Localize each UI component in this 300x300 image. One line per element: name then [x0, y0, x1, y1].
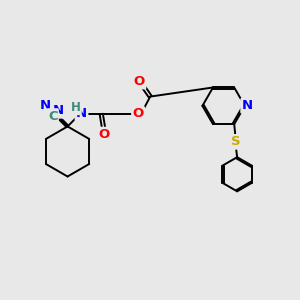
Text: N: N: [242, 99, 253, 112]
Text: H: H: [71, 101, 81, 114]
Text: N: N: [39, 99, 50, 112]
Text: O: O: [132, 107, 144, 121]
Text: C: C: [44, 104, 53, 117]
Text: C: C: [48, 110, 58, 122]
Text: O: O: [99, 128, 110, 141]
Text: S: S: [231, 135, 241, 148]
Text: N: N: [52, 104, 63, 117]
Text: N: N: [76, 107, 87, 121]
Text: O: O: [134, 75, 145, 88]
